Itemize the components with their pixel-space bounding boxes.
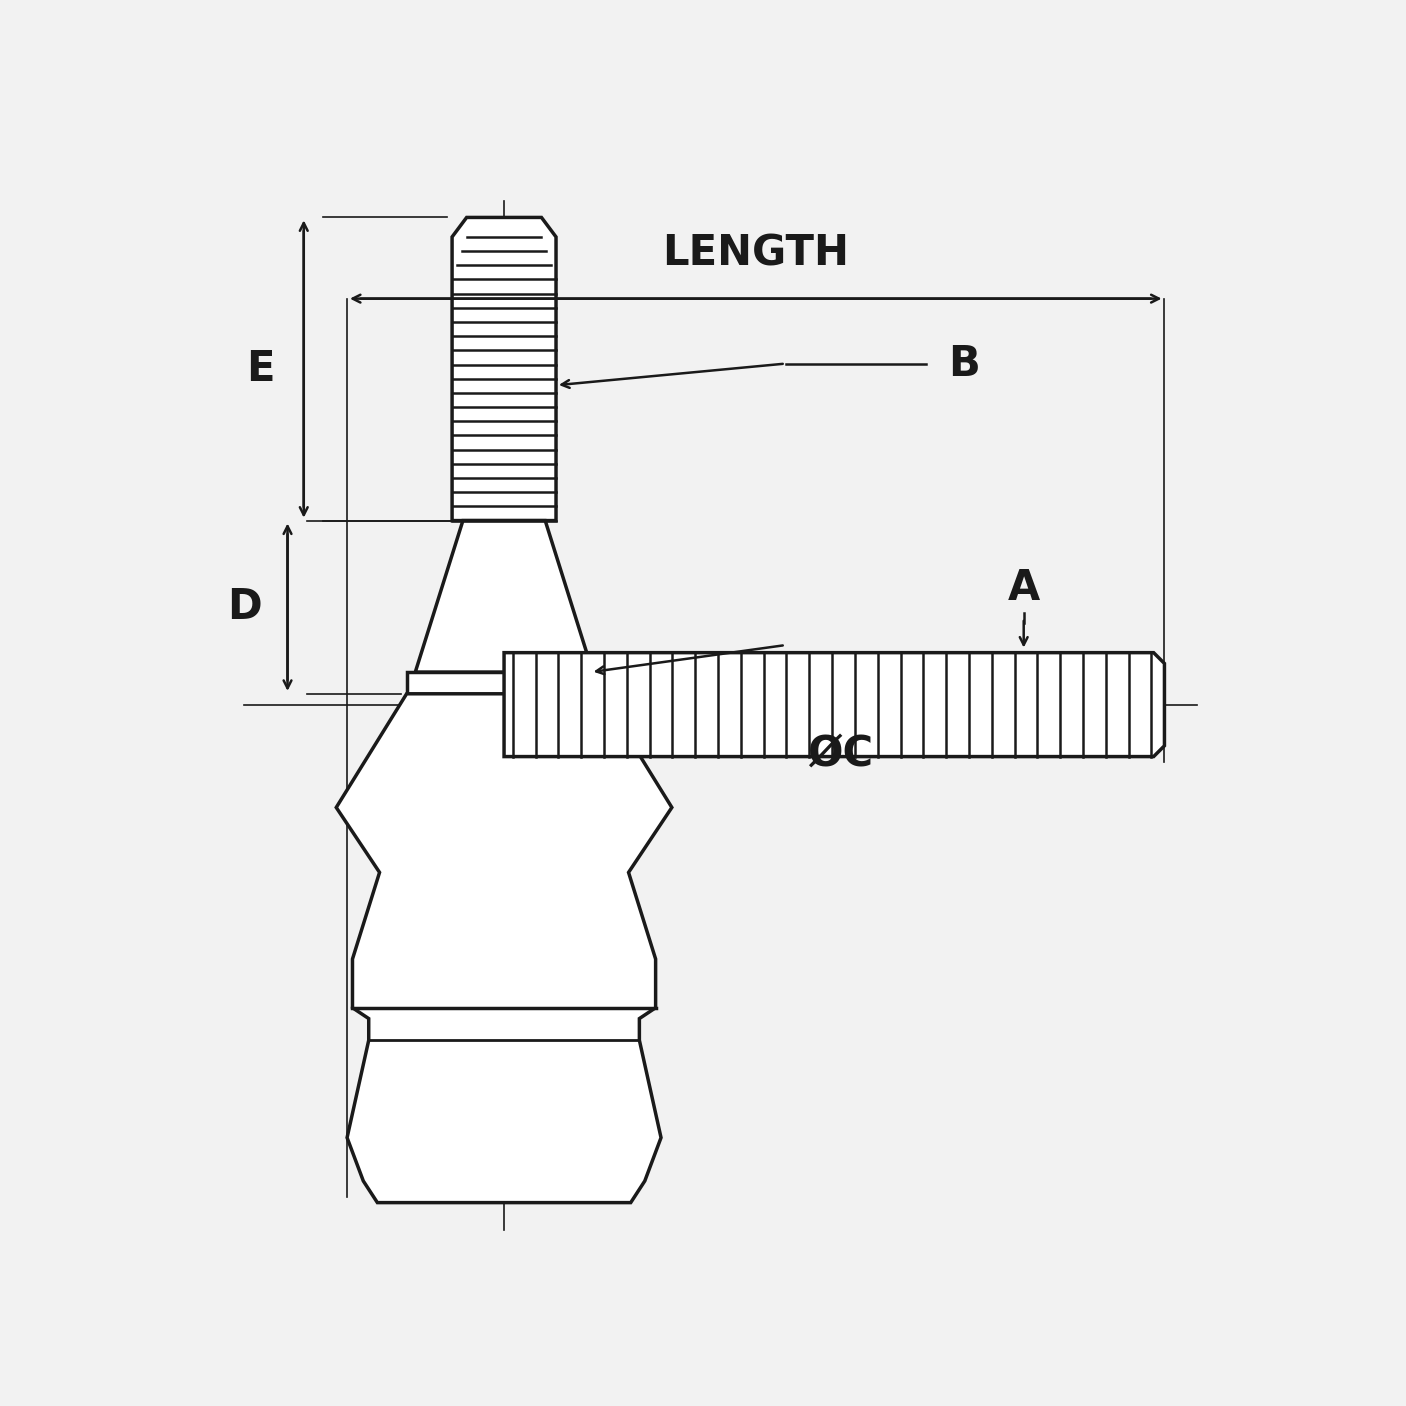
- Polygon shape: [415, 520, 593, 672]
- Text: ØC: ØC: [807, 733, 873, 775]
- Text: D: D: [226, 586, 262, 628]
- Text: LENGTH: LENGTH: [662, 233, 849, 274]
- Polygon shape: [406, 672, 602, 693]
- Polygon shape: [453, 218, 555, 520]
- Text: A: A: [1008, 568, 1040, 609]
- Text: B: B: [948, 343, 980, 385]
- Polygon shape: [336, 693, 672, 1202]
- Text: E: E: [246, 349, 274, 389]
- Polygon shape: [503, 652, 1164, 756]
